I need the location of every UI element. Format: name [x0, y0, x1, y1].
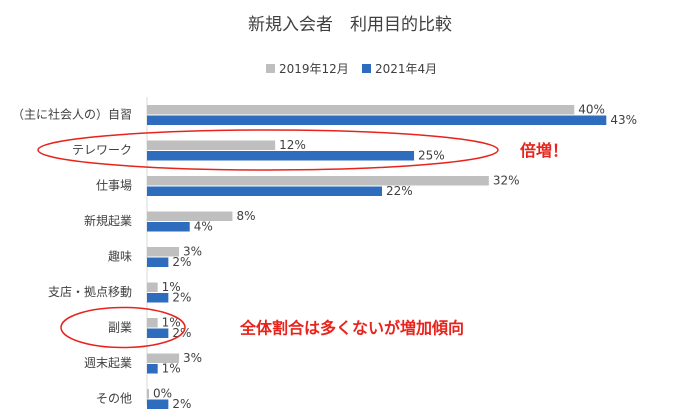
- data-label: 4%: [194, 220, 213, 234]
- category-label: 趣味: [108, 249, 132, 264]
- bar-2019-12: [147, 318, 158, 328]
- data-label: 1%: [162, 316, 181, 330]
- data-label: 3%: [183, 351, 202, 365]
- data-label: 25%: [418, 149, 445, 163]
- category-label: （主に社会人の）自習: [12, 107, 132, 122]
- data-label: 2%: [172, 255, 191, 269]
- data-label: 2%: [172, 291, 191, 305]
- legend-label: 2019年12月: [279, 62, 349, 76]
- category-label: 新規起業: [84, 213, 132, 228]
- legend: 2019年12月 2021年4月: [266, 62, 437, 76]
- bar-2019-12: [147, 282, 158, 292]
- data-label: 2%: [172, 397, 191, 411]
- bar-2021-04: [147, 399, 169, 409]
- bar-2021-04: [147, 151, 415, 161]
- legend-label: 2021年4月: [375, 62, 437, 76]
- data-label: 0%: [153, 387, 172, 401]
- bar-2021-04: [147, 364, 158, 374]
- category-label: 仕事場: [96, 179, 132, 193]
- bar-2021-04: [147, 293, 169, 303]
- data-label: 1%: [162, 280, 181, 294]
- bars: 40%43%12%25%32%22%8%4%3%2%1%2%1%2%3%1%0%…: [146, 97, 637, 411]
- bar-2019-12: [147, 105, 575, 115]
- bar-2019-12: [147, 353, 180, 363]
- bar-2021-04: [147, 186, 382, 196]
- callout-side-job: 全体割合は多くないが増加傾向: [239, 319, 464, 338]
- category-label: 支店・拠点移動: [48, 285, 132, 299]
- data-label: 40%: [578, 103, 605, 117]
- data-label: 12%: [279, 138, 306, 152]
- bar-2019-12: [147, 211, 233, 221]
- legend-swatch: [266, 64, 275, 73]
- callout-telework: 倍増！: [520, 141, 568, 160]
- annotations: 倍増！ 全体割合は多くないが増加傾向: [37, 129, 568, 349]
- data-label: 1%: [162, 362, 181, 376]
- category-label: テレワーク: [72, 143, 132, 157]
- category-label: その他: [96, 392, 132, 406]
- bar-2019-12: [147, 140, 276, 150]
- chart-title: 新規入会者 利用目的比較: [248, 15, 452, 35]
- bar-2021-04: [147, 328, 169, 338]
- category-label: 副業: [108, 321, 132, 335]
- highlight-ellipse-telework: [37, 129, 499, 171]
- bar-2021-04: [147, 115, 607, 125]
- bar-2019-12: [147, 247, 180, 257]
- category-label: 週末起業: [84, 356, 132, 370]
- data-label: 43%: [610, 113, 637, 127]
- legend-swatch: [362, 64, 371, 73]
- bar-2021-04: [147, 257, 169, 267]
- data-label: 22%: [386, 184, 413, 198]
- bar-2019-12: [147, 389, 149, 399]
- data-label: 3%: [183, 245, 202, 259]
- data-label: 32%: [493, 174, 520, 188]
- bar-2019-12: [147, 176, 489, 186]
- highlight-ellipse-side-job: [60, 306, 186, 349]
- data-label: 8%: [236, 209, 255, 223]
- bar-2021-04: [147, 222, 190, 232]
